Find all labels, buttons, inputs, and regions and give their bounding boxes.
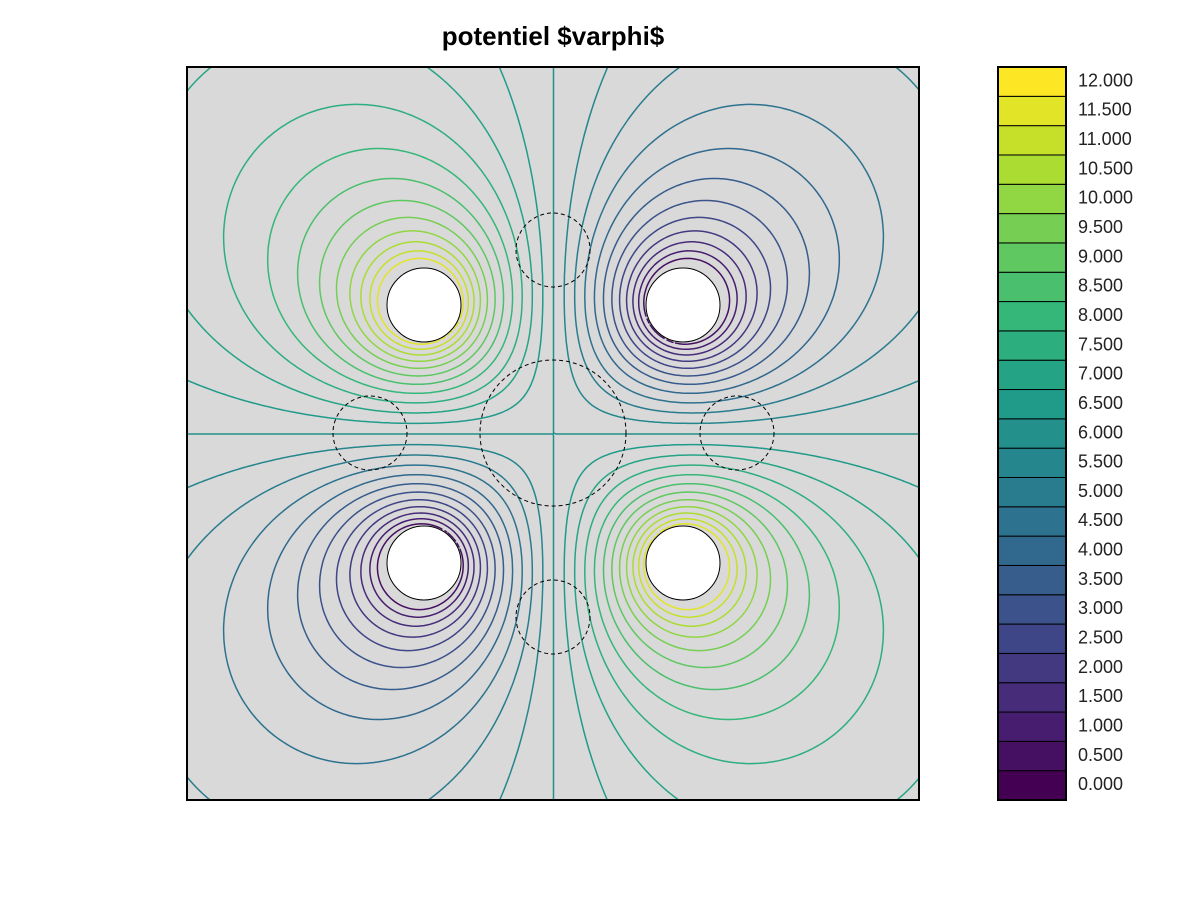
colorbar-band: [997, 564, 1067, 596]
colorbar-band: [997, 506, 1067, 537]
hole: [645, 267, 721, 343]
contour-line: [335, 216, 772, 652]
colorbar-band: [997, 95, 1067, 127]
colorbar: 0.000 0.500 1.000 1.500 2.000 2.500 3.000 3.500…: [997, 66, 1133, 801]
colorbar-frame: [997, 66, 1067, 801]
contour-line: [349, 230, 758, 638]
colorbar-tick-label: 7.500: [1078, 334, 1123, 354]
contour-line: [296, 177, 811, 691]
colorbar-tick-label: 2.000: [1078, 657, 1123, 677]
colorbar-band: [997, 740, 1067, 772]
colorbar-band: [997, 154, 1067, 185]
contour-line: [296, 177, 811, 691]
colorbar-tick-label: 6.500: [1078, 393, 1123, 413]
contour-line: [360, 241, 747, 627]
colorbar-band: [997, 623, 1067, 654]
contour-line: [266, 147, 841, 721]
plot-frame: [186, 66, 920, 801]
colorbar-band: [997, 359, 1067, 391]
colorbar-tick-label: 4.000: [1078, 540, 1123, 560]
colorbar-band: [997, 301, 1067, 332]
colorbar-tick-label: 0.500: [1078, 745, 1123, 765]
inclusion: [332, 395, 408, 471]
hole: [645, 525, 721, 601]
geometry: [332, 212, 775, 655]
colorbar-band: [997, 183, 1067, 215]
contour-line: [187, 67, 919, 800]
inclusion: [515, 579, 591, 655]
contour-line: [187, 67, 919, 800]
contour-line: [318, 199, 789, 669]
colorbar-band: [997, 418, 1067, 449]
contour-line: [369, 250, 738, 618]
contour-line: [376, 257, 731, 611]
colorbar-tick-label: 3.500: [1078, 569, 1123, 589]
colorbar-band: [997, 535, 1067, 566]
colorbar-tick-label: 6.000: [1078, 422, 1123, 442]
colorbar-tick-label: 1.000: [1078, 715, 1123, 735]
colorbar-tick-label: 1.500: [1078, 686, 1123, 706]
colorbar-tick-label: 5.500: [1078, 452, 1123, 472]
colorbar-tick-label: 8.000: [1078, 305, 1123, 325]
hole: [386, 525, 462, 601]
colorbar-band: [997, 711, 1067, 742]
colorbar-tick-label: 9.000: [1078, 246, 1123, 266]
inclusion: [479, 359, 627, 507]
colorbar-tick-label: 7.000: [1078, 364, 1123, 384]
colorbar-band: [997, 652, 1067, 684]
colorbar-tick-label: 11.000: [1078, 129, 1132, 149]
colorbar-tick-label: 0.000: [1078, 774, 1123, 794]
colorbar-tick-label: 2.500: [1078, 627, 1123, 647]
contour-line: [335, 216, 772, 652]
chart-title: potentiel $varphi$: [442, 21, 665, 51]
colorbar-band: [997, 476, 1067, 508]
hole: [386, 267, 462, 343]
contour-line: [369, 250, 738, 618]
contour-line: [187, 67, 919, 800]
contour-line: [187, 67, 919, 800]
colorbar-band: [997, 125, 1067, 156]
colorbar-band: [997, 66, 1067, 97]
contour-line: [318, 199, 789, 669]
colorbar-tick-label: 10.000: [1078, 188, 1133, 208]
contour-layer: [187, 67, 919, 800]
contour-line: [376, 257, 731, 611]
colorbar-tick-label: 9.500: [1078, 217, 1123, 237]
colorbar-band: [997, 770, 1067, 801]
colorbar-tick-label: 11.500: [1078, 100, 1132, 120]
colorbar-tick-label: 10.500: [1078, 158, 1133, 178]
contour-line: [222, 103, 885, 765]
contour-line: [266, 147, 841, 721]
colorbar-tick-label: 3.000: [1078, 598, 1123, 618]
inclusion: [699, 395, 775, 471]
colorbar-band: [997, 682, 1067, 713]
contour-line: [349, 230, 758, 638]
inclusion: [515, 212, 591, 288]
colorbar-band: [997, 330, 1067, 361]
colorbar-tick-label: 12.000: [1078, 70, 1133, 90]
contour-line: [187, 67, 919, 800]
colorbar-band: [997, 447, 1067, 478]
colorbar-band: [997, 594, 1067, 625]
colorbar-tick-label: 4.500: [1078, 510, 1123, 530]
contour-line: [360, 241, 747, 627]
contour-line: [222, 103, 885, 765]
colorbar-tick-label: 8.500: [1078, 276, 1123, 296]
colorbar-band: [997, 271, 1067, 303]
colorbar-tick-label: 5.000: [1078, 481, 1123, 501]
colorbar-band: [997, 213, 1067, 244]
colorbar-band: [997, 389, 1067, 420]
colorbar-band: [997, 242, 1067, 273]
